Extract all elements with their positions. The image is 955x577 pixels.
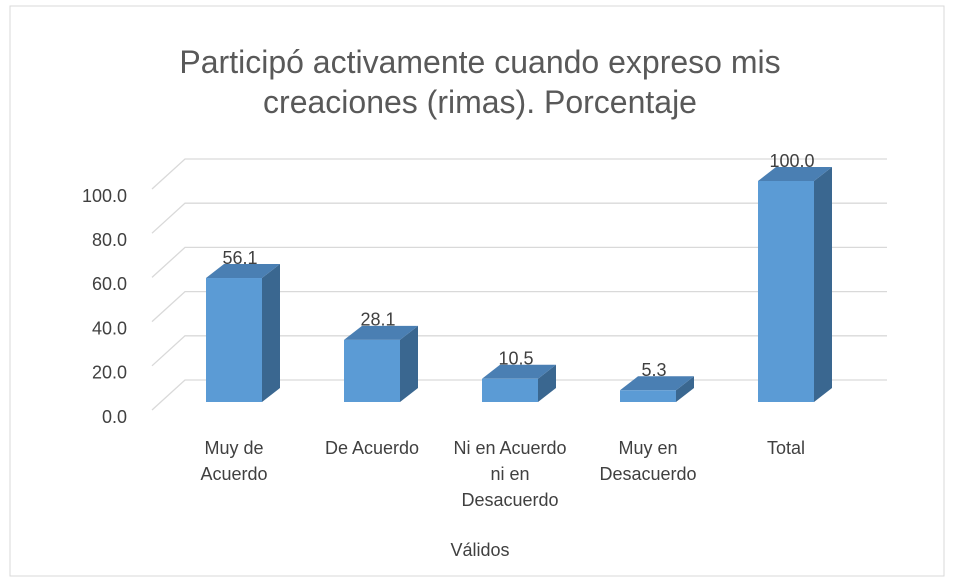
chart-title: Participó activamente cuando expreso mis… bbox=[179, 44, 781, 120]
grid-line bbox=[151, 335, 887, 367]
bar-side bbox=[262, 264, 280, 402]
x-tick-label: Muy de Acuerdo bbox=[200, 438, 268, 484]
bar-top bbox=[344, 325, 418, 340]
bar-side bbox=[676, 376, 694, 402]
grid-line bbox=[151, 158, 887, 190]
y-tick-label: 80.0 bbox=[92, 230, 127, 250]
x-tick-label: De Acuerdo bbox=[324, 438, 420, 458]
data-label: 28.1 bbox=[360, 310, 395, 330]
bar-side bbox=[538, 364, 556, 402]
data-label: 10.5 bbox=[498, 349, 533, 369]
data-label: 56.1 bbox=[222, 248, 257, 268]
bar bbox=[620, 390, 676, 402]
bar-side bbox=[400, 325, 418, 402]
data-label: 5.3 bbox=[641, 360, 666, 380]
grid-line bbox=[151, 246, 887, 278]
data-label: 100.0 bbox=[769, 151, 814, 171]
y-tick-label: 0.0 bbox=[102, 407, 127, 427]
y-tick-label: 100.0 bbox=[82, 186, 127, 206]
bar bbox=[344, 339, 400, 402]
x-tick-label: Muy en Desacuerdo bbox=[599, 438, 697, 484]
bar-side bbox=[814, 167, 832, 402]
y-tick-label: 40.0 bbox=[92, 318, 127, 338]
y-tick-label: 60.0 bbox=[92, 274, 127, 294]
grid-line bbox=[151, 202, 887, 234]
x-axis-label: Válidos bbox=[450, 540, 510, 560]
x-tick-label: Total bbox=[766, 438, 806, 458]
grid-line bbox=[151, 290, 887, 323]
bar-top bbox=[620, 376, 694, 391]
bar-top bbox=[206, 264, 280, 279]
x-tick-label: Ni en Acuerdo ni en Desacuerdo bbox=[453, 438, 567, 510]
bar bbox=[482, 378, 538, 402]
chart-frame bbox=[9, 5, 945, 577]
bar-top bbox=[758, 167, 832, 181]
y-tick-label: 20.0 bbox=[92, 363, 127, 383]
bar bbox=[758, 181, 814, 402]
bar-top bbox=[482, 364, 556, 379]
bar bbox=[206, 278, 262, 402]
